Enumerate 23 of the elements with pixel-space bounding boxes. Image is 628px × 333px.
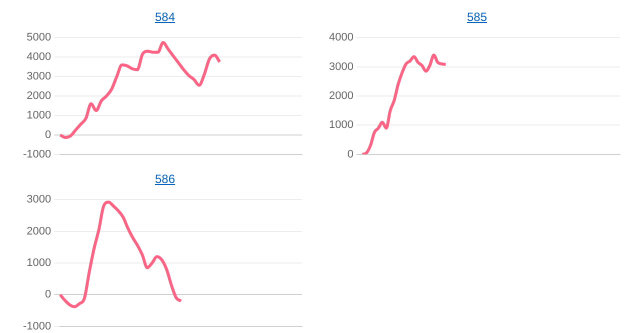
y-tick-label: -1000 xyxy=(22,148,52,160)
chart-title: 585 xyxy=(466,10,488,24)
y-tick-label: 3000 xyxy=(26,70,52,83)
y-tick-label: 0 xyxy=(45,288,52,301)
y-tick-label: 2000 xyxy=(26,225,52,238)
y-tick-label: 1000 xyxy=(26,257,52,270)
line-series xyxy=(360,54,448,154)
line-series xyxy=(58,40,222,139)
chart-title: 586 xyxy=(154,172,176,186)
y-tick-label: 2000 xyxy=(328,90,354,102)
y-tick-label: 5000 xyxy=(26,32,52,44)
chart-title: 584 xyxy=(154,10,176,24)
y-tick-label: 1000 xyxy=(328,119,354,132)
y-tick-label: 3000 xyxy=(328,60,354,73)
y-tick-label: 0 xyxy=(347,148,354,160)
y-tick-label: 0 xyxy=(45,128,52,141)
y-tick-label: -1000 xyxy=(22,320,52,332)
y-tick-label: 4000 xyxy=(26,51,52,64)
y-tick-label: 1000 xyxy=(26,110,52,122)
y-tick-label: 4000 xyxy=(328,32,354,44)
line-series xyxy=(58,200,183,308)
y-tick-label: 3000 xyxy=(26,194,52,206)
y-tick-label: 2000 xyxy=(26,90,52,102)
